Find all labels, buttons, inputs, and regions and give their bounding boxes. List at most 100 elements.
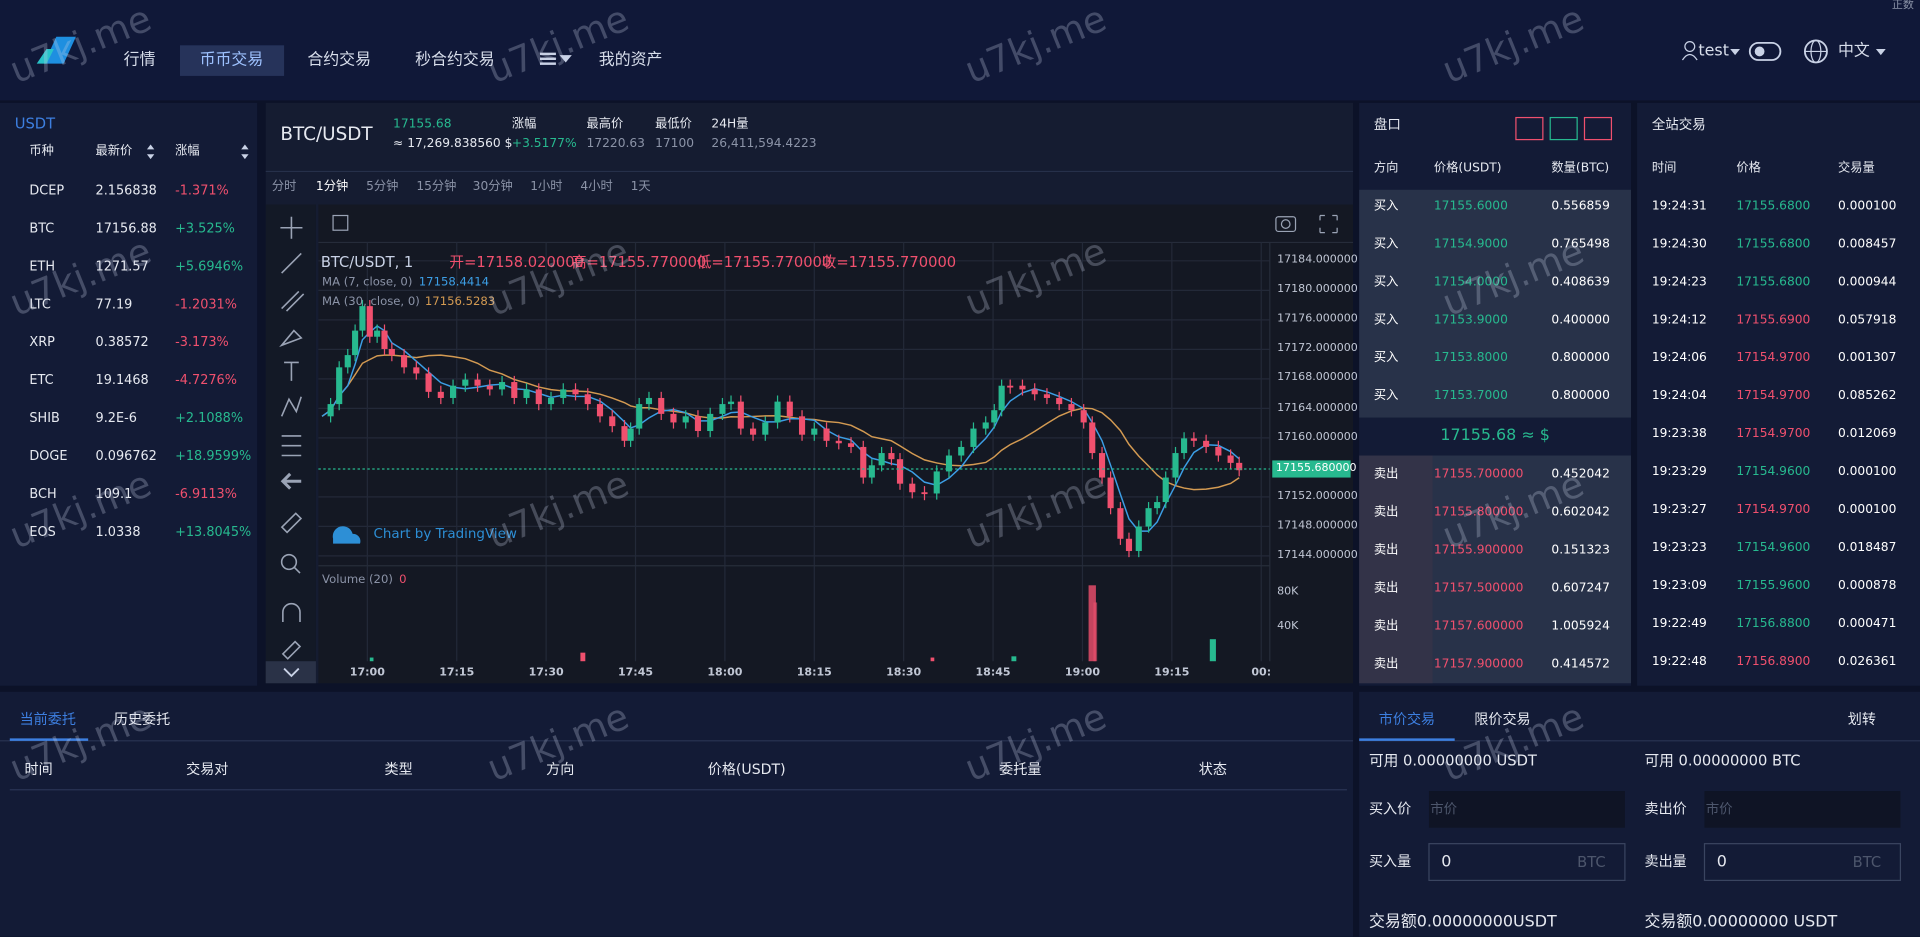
market-symbol[interactable]: SHIB: [29, 411, 60, 426]
orderbook-icons[interactable]: [1515, 116, 1613, 141]
trade-cell: 0.085262: [1837, 389, 1897, 403]
price-placeholder[interactable]: 市价: [1430, 801, 1458, 818]
ma-label: MA (30, close, 0): [322, 295, 420, 309]
interval[interactable]: 分时: [271, 180, 297, 194]
bid-cell: 买入: [1373, 199, 1399, 214]
interval[interactable]: 1天: [630, 180, 651, 194]
market-symbol[interactable]: EOS: [29, 525, 56, 540]
nav-item[interactable]: 我的资产: [598, 50, 663, 70]
user-icon[interactable]: [1684, 41, 1696, 53]
market-cell: -4.7276%: [175, 373, 237, 388]
price-axis-label: 17144.000000: [1277, 549, 1358, 562]
column-header: 价格: [1736, 161, 1761, 176]
candle: [1203, 440, 1210, 447]
nav-item[interactable]: 行情: [123, 50, 156, 70]
time-axis-label: 19:15: [1154, 666, 1190, 679]
candle: [1135, 526, 1142, 552]
ask-cell: 0.151323: [1551, 543, 1610, 558]
amount-value[interactable]: 0: [1716, 852, 1727, 872]
buy-amount-input[interactable]: [1428, 843, 1626, 882]
ask-cell: 0.602042: [1551, 505, 1610, 520]
market-cell: +18.9599%: [175, 449, 252, 464]
trade-cell: 19:24:04: [1651, 389, 1707, 403]
amount-label: 卖出量: [1644, 852, 1687, 870]
nav-item[interactable]: 合约交易: [307, 50, 372, 70]
nav-item[interactable]: 币币交易: [199, 50, 264, 70]
candle: [798, 416, 806, 435]
price-placeholder[interactable]: 市价: [1705, 801, 1733, 818]
sell-amount-input[interactable]: [1703, 843, 1902, 882]
interval[interactable]: 30分钟: [472, 180, 513, 194]
orders-tab[interactable]: 当前委托: [19, 710, 76, 728]
interval[interactable]: 1分钟: [315, 180, 349, 194]
trade-cell: 19:23:27: [1651, 503, 1707, 517]
theme-toggle[interactable]: [1748, 41, 1782, 61]
total: 交易额0.00000000USDT: [1368, 912, 1557, 932]
volume-axis-label: 40K: [1277, 620, 1299, 633]
price-axis-label: 17160.000000: [1277, 431, 1358, 444]
nav-item[interactable]: 秒合约交易: [415, 50, 495, 70]
orders-tab[interactable]: 历史委托: [113, 710, 171, 728]
time-axis-label: 17:45: [617, 666, 654, 679]
amount-label: 买入量: [1368, 852, 1412, 870]
toolbar-collapse[interactable]: [265, 661, 316, 684]
chart-top-icons[interactable]: [332, 214, 1338, 234]
market-quote[interactable]: USDT: [14, 115, 56, 133]
interval[interactable]: 15分钟: [416, 180, 457, 194]
sell-price-input[interactable]: [1704, 791, 1901, 828]
trade-cell: 17156.8800: [1736, 617, 1811, 631]
candle: [762, 422, 769, 435]
candle: [658, 397, 665, 414]
candle: [1107, 477, 1114, 509]
candle: [750, 428, 757, 435]
candle: [572, 389, 579, 395]
bid-cell: 17154.0000: [1433, 275, 1508, 289]
form-tab[interactable]: 市价交易: [1378, 710, 1436, 728]
corner-note: 正数: [1891, 0, 1914, 12]
trade-cell: 0.000878: [1837, 579, 1897, 593]
transfer[interactable]: 划转: [1847, 710, 1876, 728]
interval[interactable]: 4小时: [580, 180, 613, 194]
market-symbol[interactable]: DOGE: [29, 449, 68, 464]
drawing-tools[interactable]: [279, 216, 305, 660]
menu-icon[interactable]: [540, 52, 556, 65]
amount-unit: BTC: [1577, 853, 1606, 871]
user-caret: [1730, 48, 1741, 56]
stat-value: 17100: [655, 137, 695, 151]
candle: [823, 428, 830, 441]
amount-value[interactable]: 0: [1441, 852, 1452, 872]
column-header: 类型: [384, 760, 413, 778]
column-header: 时间: [1651, 161, 1677, 176]
market-symbol[interactable]: XRP: [29, 335, 55, 350]
candle: [413, 367, 420, 374]
ask-cell: 17157.500000: [1433, 581, 1524, 596]
ask-cell: 17155.900000: [1433, 543, 1524, 558]
market-symbol[interactable]: ETC: [29, 373, 54, 388]
trade-cell: 0.001307: [1837, 351, 1897, 365]
market-symbol[interactable]: BTC: [29, 221, 55, 237]
buy-price-input[interactable]: [1428, 791, 1625, 828]
time-axis-label: 17:30: [528, 666, 564, 679]
bid-cell: 买入: [1373, 237, 1399, 252]
market-symbol[interactable]: LTC: [29, 297, 51, 312]
market-symbol[interactable]: BCH: [29, 487, 57, 502]
candle: [1172, 453, 1179, 478]
sort-icon: [241, 144, 249, 160]
attribution[interactable]: Chart by TradingView: [373, 525, 517, 542]
bid-cell: 0.800000: [1551, 389, 1610, 403]
candle: [737, 401, 744, 429]
column-header: 状态: [1198, 760, 1227, 778]
candle: [636, 404, 643, 429]
trade-cell: 17155.6800: [1736, 275, 1811, 289]
price-axis-label: 17172.000000: [1277, 342, 1358, 355]
form-tab[interactable]: 限价交易: [1474, 710, 1531, 728]
interval[interactable]: 1小时: [530, 180, 563, 194]
candle: [896, 459, 904, 484]
interval[interactable]: 5分钟: [366, 180, 399, 194]
panel-title: 全站交易: [1651, 116, 1706, 133]
trade-cell: 0.000944: [1837, 275, 1897, 289]
market-symbol[interactable]: ETH: [29, 259, 56, 274]
language[interactable]: 中文: [1837, 42, 1870, 61]
market-symbol[interactable]: DCEP: [29, 183, 65, 199]
user-name[interactable]: test: [1698, 42, 1729, 61]
